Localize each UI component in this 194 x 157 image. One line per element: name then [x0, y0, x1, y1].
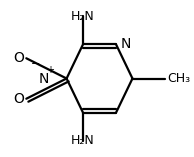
Text: O: O — [14, 51, 24, 65]
Text: +: + — [46, 65, 54, 75]
Text: CH₃: CH₃ — [167, 72, 190, 85]
Text: O: O — [14, 92, 24, 106]
Text: H₂N: H₂N — [71, 134, 95, 147]
Text: H₂N: H₂N — [71, 10, 95, 23]
Text: −: − — [31, 60, 40, 70]
Text: N: N — [39, 71, 49, 86]
Text: N: N — [120, 37, 131, 51]
